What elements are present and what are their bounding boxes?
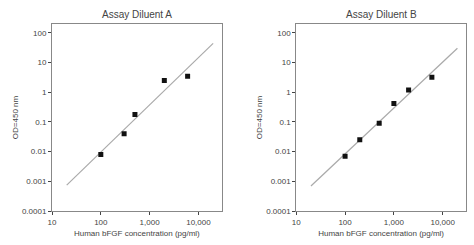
svg-text:1: 1 [42,88,47,97]
svg-text:10: 10 [282,58,291,67]
svg-text:100: 100 [277,29,291,38]
svg-text:10: 10 [292,218,301,227]
svg-text:10,000: 10,000 [430,218,455,227]
svg-text:1: 1 [286,88,291,97]
svg-text:Human bFGF concentration (pg/m: Human bFGF concentration (pg/ml) [74,229,200,238]
svg-text:10: 10 [48,218,57,227]
svg-text:0.1: 0.1 [35,118,47,127]
svg-text:0.001: 0.001 [26,177,47,186]
svg-text:0.01: 0.01 [275,147,291,156]
svg-text:0.001: 0.001 [271,177,292,186]
svg-text:0.01: 0.01 [31,147,47,156]
svg-text:OD=450 nm: OD=450 nm [255,95,264,139]
svg-text:0.1: 0.1 [280,118,292,127]
svg-text:100: 100 [338,218,352,227]
svg-text:0.0001: 0.0001 [266,207,291,216]
svg-text:Assay Diluent B: Assay Diluent B [346,9,417,20]
svg-text:100: 100 [33,29,47,38]
svg-text:1,000: 1,000 [384,218,405,227]
svg-text:OD=450 nm: OD=450 nm [11,95,20,139]
svg-text:10: 10 [37,58,46,67]
svg-text:0.0001: 0.0001 [22,207,47,216]
svg-text:Assay Diluent A: Assay Diluent A [102,9,172,20]
svg-text:1,000: 1,000 [140,218,161,227]
svg-text:100: 100 [94,218,108,227]
svg-text:10,000: 10,000 [186,218,211,227]
svg-text:Human bFGF concentration (pg/m: Human bFGF concentration (pg/ml) [318,229,444,238]
